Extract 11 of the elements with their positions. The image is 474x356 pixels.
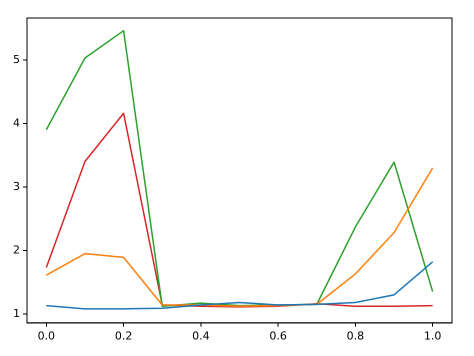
x-tick-label: 0.4 bbox=[192, 329, 210, 342]
x-tick-label: 0.2 bbox=[114, 329, 132, 342]
y-tick-label: 4 bbox=[13, 116, 20, 130]
y-tick-label: 2 bbox=[13, 243, 20, 256]
x-tick-label: 1.0 bbox=[424, 329, 442, 342]
y-tick-label: 3 bbox=[13, 180, 20, 193]
x-tick-label: 0.6 bbox=[269, 329, 287, 342]
y-tick-label: 1 bbox=[13, 306, 20, 320]
x-tick-label: 0.0 bbox=[38, 329, 56, 342]
y-tick-label: 5 bbox=[13, 52, 20, 66]
x-tick-label: 0.8 bbox=[346, 329, 364, 342]
